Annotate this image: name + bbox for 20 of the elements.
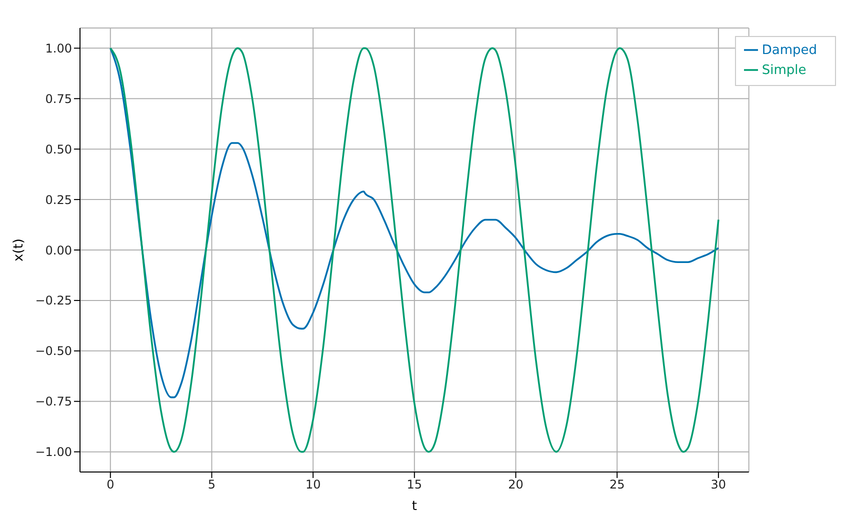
- legend-label: Simple: [762, 63, 806, 78]
- y-tick-label: −1.00: [35, 445, 72, 460]
- y-tick-label: −0.75: [35, 394, 72, 409]
- x-tick-label: 10: [305, 478, 321, 492]
- y-tick-label: −0.25: [35, 294, 72, 308]
- y-tick-label: −0.50: [35, 344, 72, 358]
- x-tick-label: 30: [710, 478, 726, 492]
- x-tick-label: 0: [106, 478, 114, 492]
- y-tick-label: 0.50: [45, 142, 72, 156]
- y-tick-label: 0.75: [45, 92, 72, 106]
- x-tick-label: 5: [208, 478, 216, 492]
- x-axis-title: t: [412, 499, 417, 514]
- legend-label: Damped: [762, 43, 817, 58]
- x-tick-label: 20: [508, 478, 524, 492]
- x-tick-label: 25: [609, 478, 625, 492]
- y-tick-label: 1.00: [45, 41, 72, 56]
- x-tick-label: 15: [406, 478, 422, 492]
- y-tick-label: 0.00: [45, 243, 72, 258]
- y-tick-label: 0.25: [45, 192, 72, 207]
- y-axis-title: x(t): [12, 238, 27, 262]
